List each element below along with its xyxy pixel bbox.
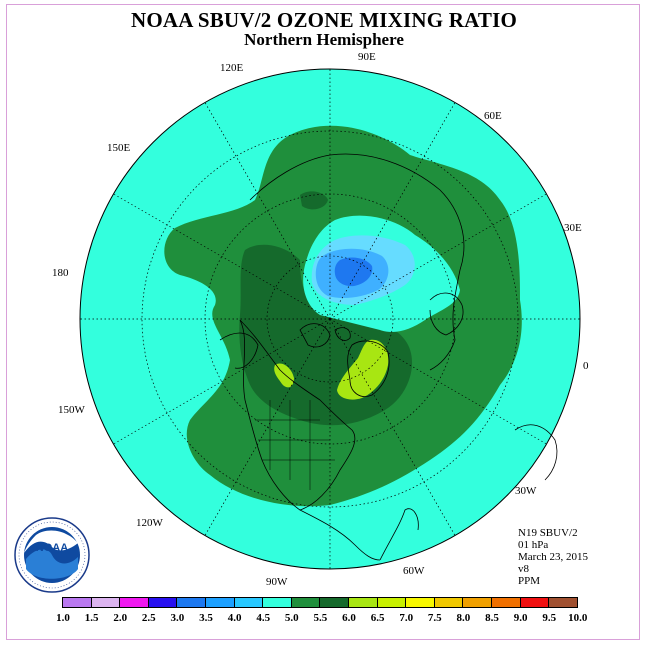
- colorbar-label: 3.5: [199, 612, 213, 624]
- ozone-level-5-5-spot: [300, 191, 328, 210]
- colorbar-swatch: [147, 597, 178, 608]
- map-disk-border: [79, 68, 581, 570]
- product-info: N19 SBUV/2 01 hPa March 23, 2015 v8 PPM: [518, 527, 588, 587]
- colorbar-label: 8.5: [485, 612, 499, 624]
- colorbar-swatch: [462, 597, 492, 608]
- colorbar-swatch: [405, 597, 435, 608]
- colorbar-label: 1.0: [56, 612, 70, 624]
- colorbar-label: 9.0: [513, 612, 528, 624]
- version-label: v8: [518, 563, 529, 575]
- colorbar-swatch: [290, 597, 321, 608]
- colorbar-label: 5.0: [284, 612, 299, 624]
- colorbar-label: 10.0: [568, 612, 588, 624]
- colorbar-swatch: [262, 597, 292, 608]
- colorbar-swatch: [348, 597, 378, 608]
- europe-outline: [429, 292, 464, 336]
- colorbar-swatch: [519, 597, 550, 608]
- lon-label-60w: 60W: [403, 565, 425, 577]
- colorbar-swatch: [491, 597, 521, 608]
- colorbar-swatch: [119, 597, 149, 608]
- central-america-outline: [299, 509, 381, 561]
- lon-label-90e: 90E: [358, 51, 376, 63]
- map-subtitle: Northern Hemisphere: [244, 30, 404, 49]
- colorbar-swatch: [433, 597, 464, 608]
- colorbar-swatch: [90, 597, 121, 608]
- lon-label-90w: 90W: [266, 576, 288, 588]
- colorbar-swatch: [548, 597, 578, 608]
- eurasia-outline: [249, 153, 465, 371]
- pressure-level-label: 01 hPa: [518, 539, 549, 551]
- colorbar-label: 1.5: [84, 612, 99, 624]
- colorbar-swatch: [176, 597, 206, 608]
- colorbar-label: 9.5: [542, 612, 557, 624]
- lon-label-30e: 30E: [564, 222, 582, 234]
- lon-label-120e: 120E: [220, 62, 244, 74]
- colorbar-swatch: [233, 597, 264, 608]
- colorbar-label: 5.5: [313, 612, 328, 624]
- north-america-outline: [239, 319, 356, 511]
- greenland-outline: [347, 340, 390, 397]
- colorbar-label: 6.0: [342, 612, 356, 624]
- units-label: PPM: [518, 575, 541, 587]
- date-label: March 23, 2015: [518, 551, 588, 563]
- lon-label-0: 0: [583, 360, 589, 372]
- alaska-outline: [219, 332, 259, 369]
- arctic-islands-outline: [299, 323, 351, 348]
- colorbar-label: 4.0: [227, 612, 242, 624]
- lon-label-60e: 60E: [484, 110, 502, 122]
- colorbar-label: 7.0: [399, 612, 414, 624]
- lon-label-150e: 150E: [107, 142, 131, 154]
- colorbar-label: 8.0: [456, 612, 471, 624]
- colorbar-swatch: [205, 597, 235, 608]
- noaa-logo: NOAA: [14, 517, 90, 593]
- figure-frame: [6, 4, 640, 640]
- africa-outline: [514, 424, 558, 481]
- colorbar-label: 4.5: [256, 612, 271, 624]
- lon-label-30w: 30W: [515, 485, 537, 497]
- graticule: [80, 69, 580, 569]
- colorbar-label: 2.0: [113, 612, 128, 624]
- colorbar-swatch: [319, 597, 349, 608]
- noaa-logo-text: NOAA: [36, 542, 68, 554]
- colorbar-label: 3.0: [170, 612, 185, 624]
- lon-label-150w: 150W: [58, 404, 85, 416]
- south-america-outline: [379, 508, 419, 561]
- coastlines: [219, 153, 558, 561]
- ozone-level-6-0-region: [337, 339, 389, 400]
- us-states-grid: [255, 400, 335, 490]
- colorbar-swatch: [376, 597, 407, 608]
- colorbar-label: 6.5: [370, 612, 385, 624]
- colorbar-swatch: [62, 597, 92, 608]
- colorbar-label: 7.5: [427, 612, 442, 624]
- map-title: NOAA SBUV/2 OZONE MIXING RATIO: [131, 8, 517, 32]
- colorbar-label: 2.5: [141, 612, 156, 624]
- ozone-level-3-0-region: [334, 257, 373, 287]
- lon-label-180: 180: [52, 267, 69, 279]
- lon-label-120w: 120W: [136, 517, 163, 529]
- satellite-label: N19 SBUV/2: [518, 527, 578, 539]
